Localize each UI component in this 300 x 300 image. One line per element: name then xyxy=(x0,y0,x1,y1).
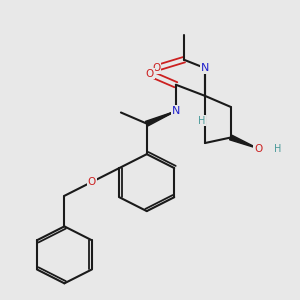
Text: O: O xyxy=(254,144,262,154)
Text: H: H xyxy=(198,116,206,126)
Text: O: O xyxy=(88,177,96,187)
Polygon shape xyxy=(230,135,258,148)
Text: N: N xyxy=(172,106,180,116)
Text: H: H xyxy=(274,144,281,154)
Text: N: N xyxy=(201,63,209,73)
Text: O: O xyxy=(146,69,154,79)
Polygon shape xyxy=(146,111,176,126)
Text: O: O xyxy=(152,63,160,73)
